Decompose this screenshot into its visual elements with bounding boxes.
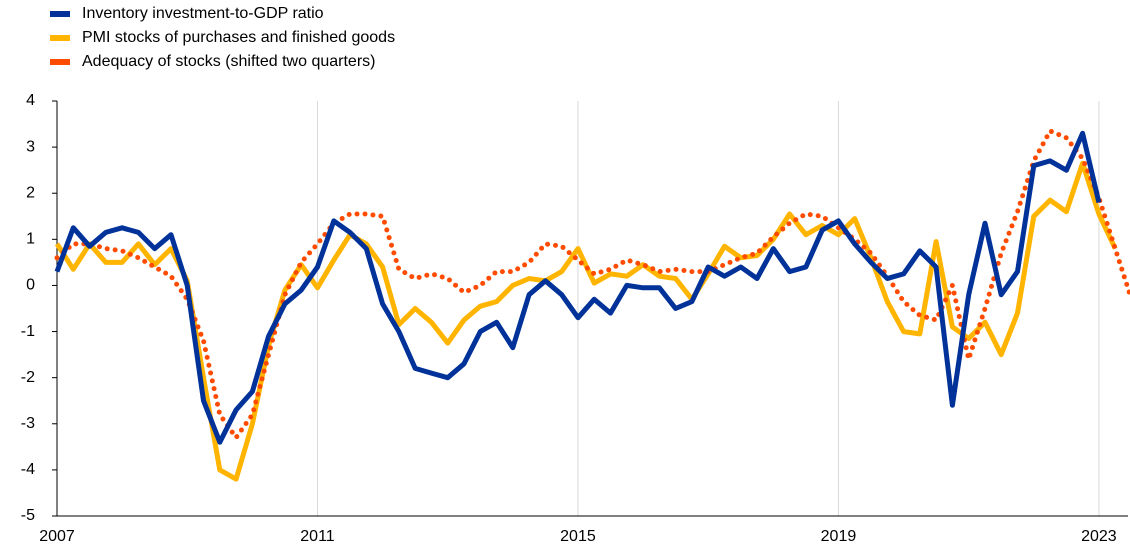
y-tick-label: -5 [21, 507, 35, 524]
y-tick-label: 0 [26, 277, 35, 294]
y-tick-label: 3 [26, 138, 35, 155]
series-line [54, 160, 1118, 482]
y-tick-label: 2 [26, 184, 35, 201]
legend-label: Adequacy of stocks (shifted two quarters… [82, 53, 375, 70]
legend-swatch [50, 59, 70, 65]
x-tick-label: 2011 [300, 528, 335, 545]
series-line [54, 128, 1130, 441]
series-line [54, 130, 1102, 445]
y-tick-label: -1 [21, 323, 35, 340]
y-tick-label: 4 [26, 92, 35, 109]
y-tick-label: 1 [26, 231, 35, 248]
legend-label: Inventory investment-to-GDP ratio [82, 5, 324, 22]
x-tick-label: 2019 [821, 528, 857, 545]
y-tick-label: -4 [21, 461, 35, 478]
x-tick-label: 2007 [39, 528, 75, 545]
y-tick-label: -3 [21, 415, 35, 432]
legend-swatch [50, 35, 70, 41]
legend-label: PMI stocks of purchases and finished goo… [82, 29, 395, 46]
y-tick-label: -2 [21, 369, 35, 386]
x-tick-label: 2023 [1081, 528, 1117, 545]
legend-swatch [50, 11, 70, 17]
x-tick-label: 2015 [560, 528, 596, 545]
